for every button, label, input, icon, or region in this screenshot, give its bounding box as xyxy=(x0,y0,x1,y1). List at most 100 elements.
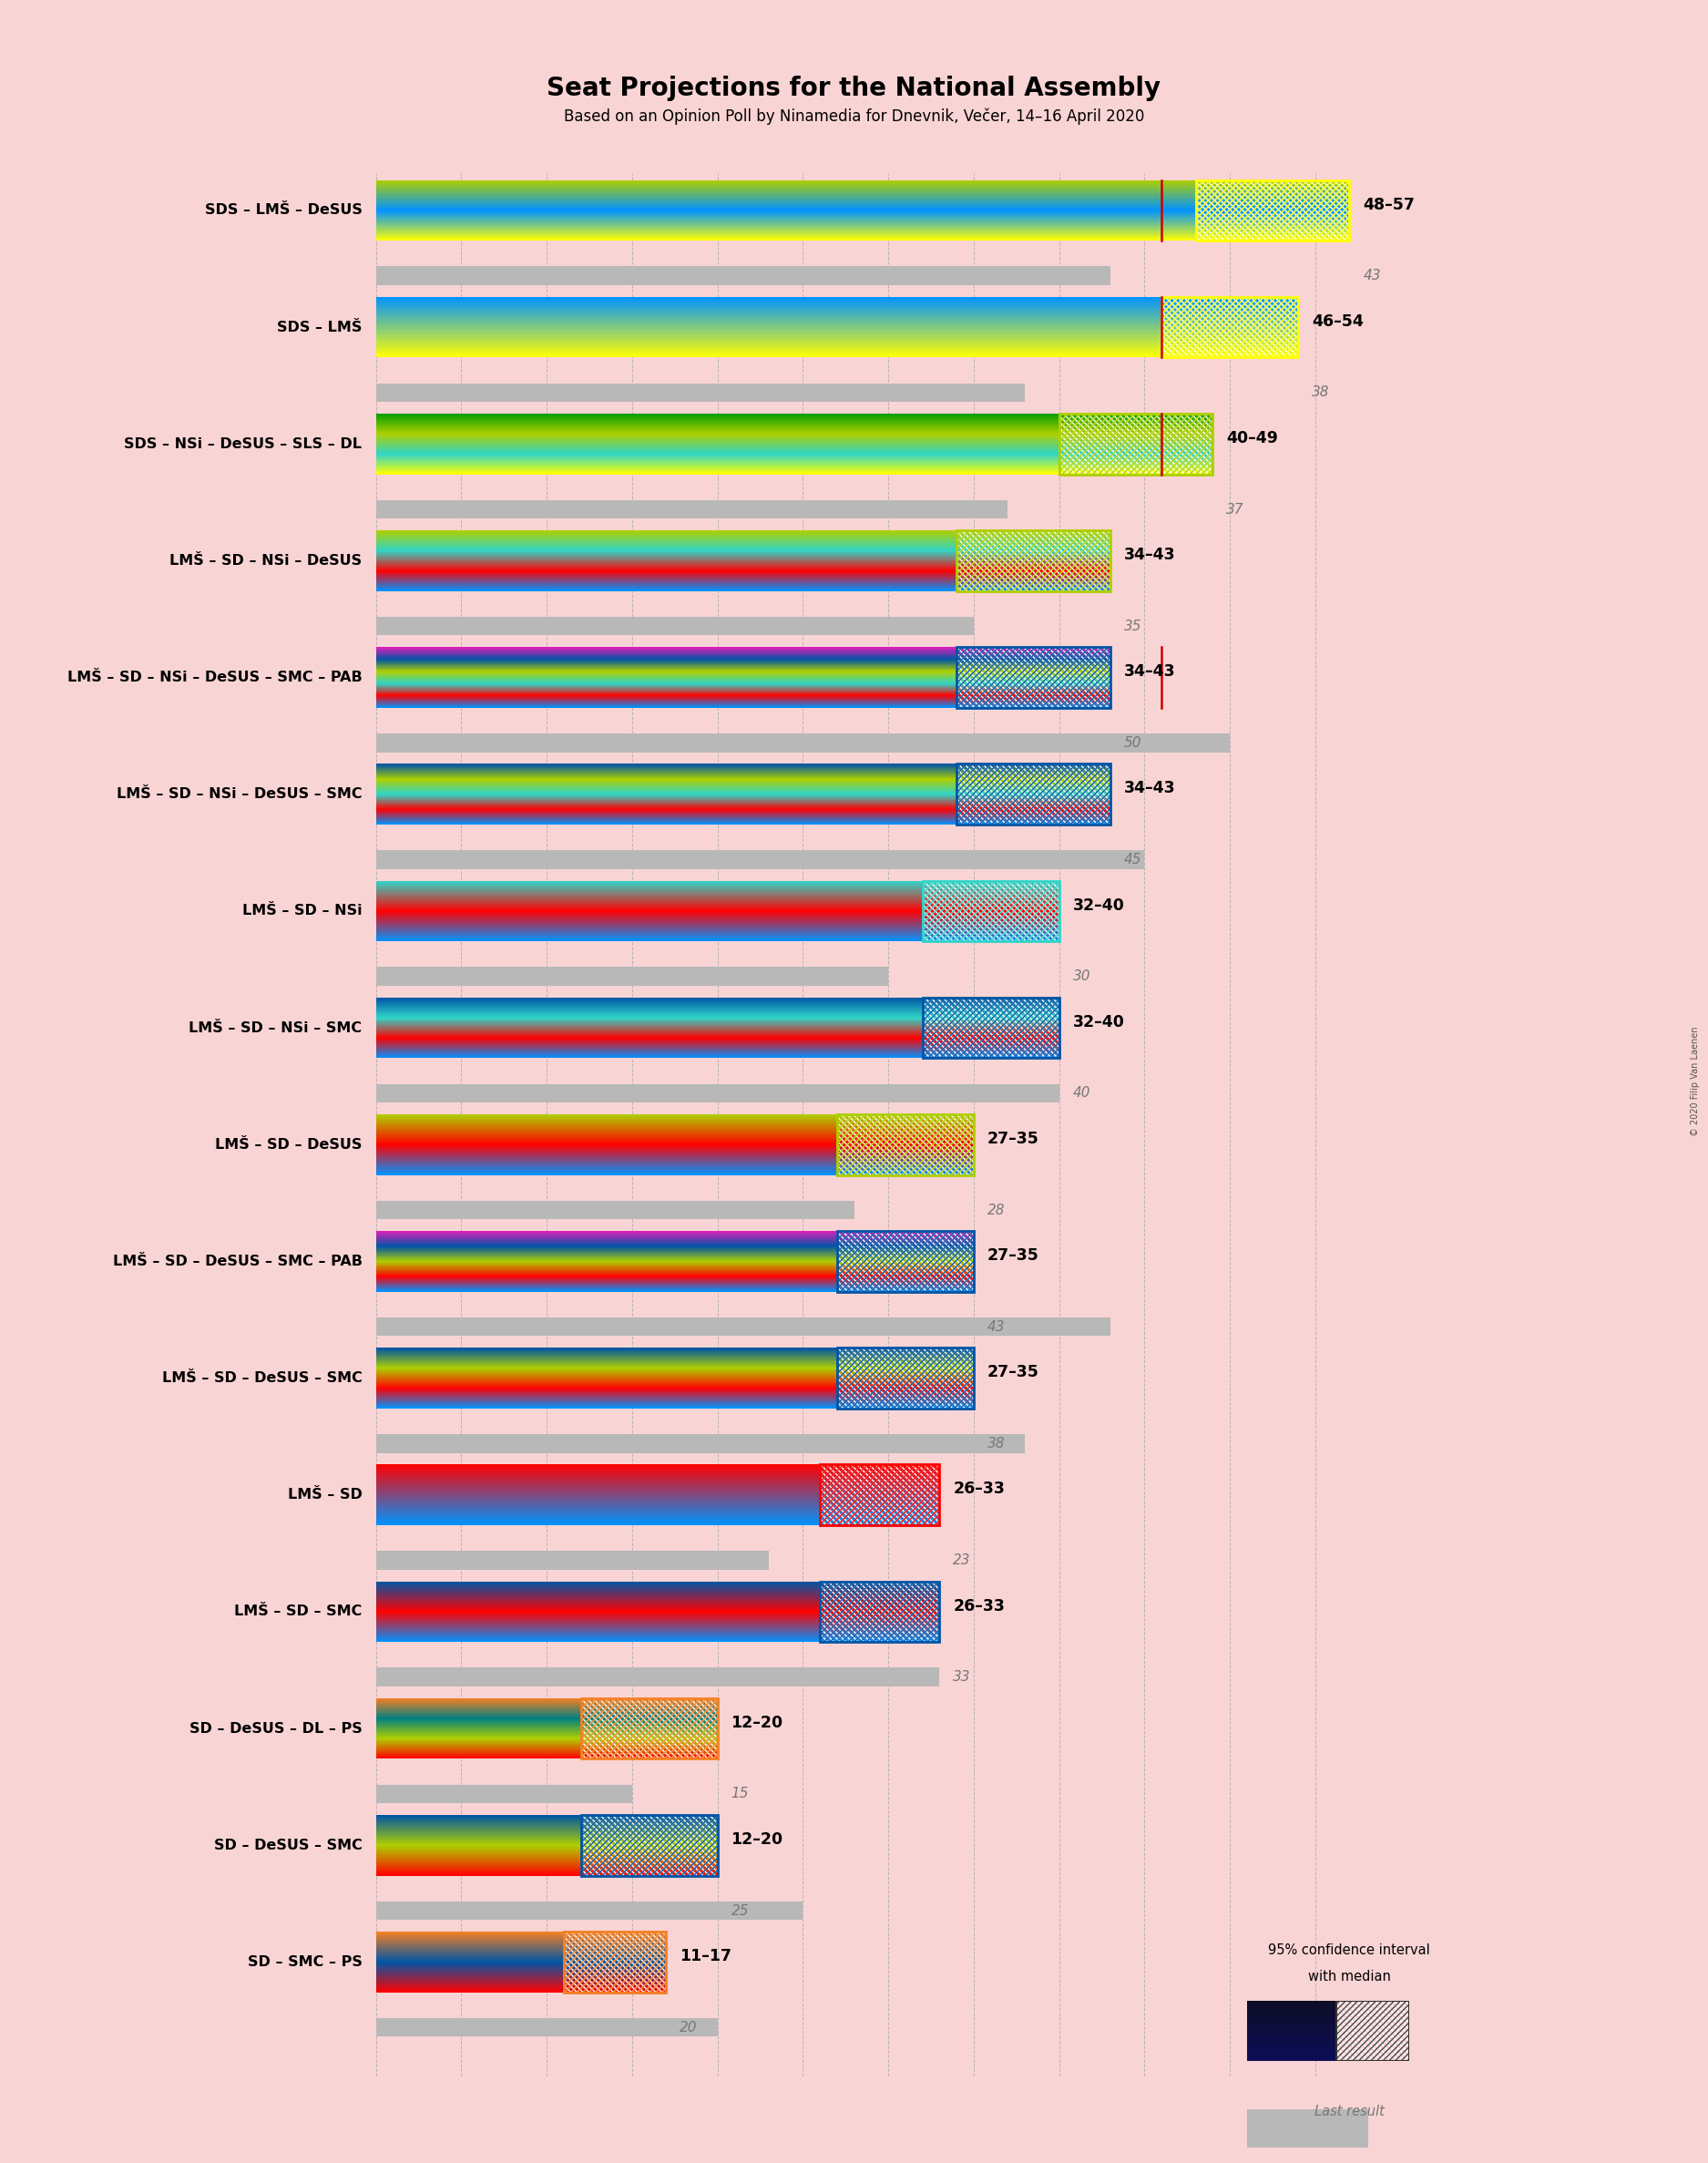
Bar xyxy=(922,880,1059,941)
Bar xyxy=(922,997,1059,1058)
Bar xyxy=(956,647,1110,707)
Text: 34–43: 34–43 xyxy=(1124,664,1175,679)
Text: SD – DeSUS – DL – PS: SD – DeSUS – DL – PS xyxy=(190,1722,362,1735)
Bar xyxy=(1059,413,1213,474)
Bar xyxy=(837,1114,974,1175)
Bar xyxy=(376,1551,769,1570)
Bar xyxy=(1161,296,1298,357)
Bar xyxy=(376,850,1144,870)
Text: SD – DeSUS – SMC: SD – DeSUS – SMC xyxy=(214,1839,362,1852)
Text: LMŠ – SD – DeSUS – SMC: LMŠ – SD – DeSUS – SMC xyxy=(162,1371,362,1384)
Bar xyxy=(376,967,888,986)
Text: 26–33: 26–33 xyxy=(953,1598,1004,1614)
Text: 27–35: 27–35 xyxy=(987,1131,1038,1146)
Text: 12–20: 12–20 xyxy=(731,1832,782,1847)
Text: 45: 45 xyxy=(1124,852,1141,867)
Text: Seat Projections for the National Assembly: Seat Projections for the National Assemb… xyxy=(547,76,1161,102)
Text: 26–33: 26–33 xyxy=(953,1482,1004,1497)
Text: LMŠ – SD – DeSUS – SMC – PAB: LMŠ – SD – DeSUS – SMC – PAB xyxy=(113,1255,362,1268)
Bar xyxy=(581,1698,717,1759)
Bar xyxy=(376,266,1110,286)
Bar xyxy=(1161,296,1298,357)
Text: 25: 25 xyxy=(731,1903,748,1916)
Bar xyxy=(837,1231,974,1291)
Bar xyxy=(922,997,1059,1058)
Text: 40–49: 40–49 xyxy=(1226,430,1278,446)
Bar xyxy=(956,764,1110,824)
Bar xyxy=(376,1784,632,1804)
Bar xyxy=(837,1114,974,1175)
Text: 50: 50 xyxy=(1124,735,1141,751)
Text: 11–17: 11–17 xyxy=(680,1949,731,1964)
Text: SD – SMC – PS: SD – SMC – PS xyxy=(248,1955,362,1968)
Text: 28: 28 xyxy=(987,1203,1004,1218)
Bar xyxy=(837,1348,974,1408)
Text: SDS – LMŠ – DeSUS: SDS – LMŠ – DeSUS xyxy=(205,203,362,216)
Bar xyxy=(376,383,1025,402)
Bar xyxy=(376,2018,717,2038)
Text: 40: 40 xyxy=(1073,1086,1090,1101)
Bar xyxy=(581,1815,717,1875)
Text: 95% confidence interval: 95% confidence interval xyxy=(1269,1945,1430,1958)
Text: LMŠ – SD: LMŠ – SD xyxy=(287,1488,362,1501)
Bar xyxy=(956,530,1110,590)
Bar xyxy=(376,1200,854,1220)
Text: 23: 23 xyxy=(953,1553,970,1568)
Text: LMŠ – SD – NSi – DeSUS – SMC – PAB: LMŠ – SD – NSi – DeSUS – SMC – PAB xyxy=(67,671,362,684)
Bar xyxy=(1196,180,1349,240)
Bar xyxy=(956,647,1110,707)
Text: 35: 35 xyxy=(1124,619,1141,634)
Bar xyxy=(956,530,1110,590)
Bar xyxy=(376,1317,1110,1337)
Bar xyxy=(376,616,974,636)
Text: 34–43: 34–43 xyxy=(1124,781,1175,796)
Bar xyxy=(564,1932,666,1992)
Bar xyxy=(820,1581,939,1642)
Bar xyxy=(956,764,1110,824)
Bar xyxy=(581,1815,717,1875)
Text: 27–35: 27–35 xyxy=(987,1248,1038,1263)
Text: 48–57: 48–57 xyxy=(1363,197,1414,212)
Bar xyxy=(1247,2109,1368,2148)
Bar xyxy=(820,1581,939,1642)
Bar xyxy=(581,1698,717,1759)
Text: LMŠ – SD – NSi – DeSUS: LMŠ – SD – NSi – DeSUS xyxy=(169,554,362,567)
Bar xyxy=(837,1231,974,1291)
Bar xyxy=(564,1932,666,1992)
Bar xyxy=(820,1464,939,1525)
Bar xyxy=(956,530,1110,590)
Text: 30: 30 xyxy=(1073,969,1090,984)
Bar xyxy=(922,997,1059,1058)
Bar xyxy=(837,1348,974,1408)
Text: 27–35: 27–35 xyxy=(987,1365,1038,1380)
Bar xyxy=(1196,180,1349,240)
Text: Based on an Opinion Poll by Ninamedia for Dnevnik, Večer, 14–16 April 2020: Based on an Opinion Poll by Ninamedia fo… xyxy=(564,108,1144,125)
Text: Last result: Last result xyxy=(1315,2105,1383,2118)
Bar xyxy=(1161,296,1298,357)
Bar xyxy=(956,647,1110,707)
Text: SDS – NSi – DeSUS – SLS – DL: SDS – NSi – DeSUS – SLS – DL xyxy=(125,437,362,450)
Text: 43: 43 xyxy=(1363,268,1380,283)
Text: 37: 37 xyxy=(1226,502,1243,517)
Bar xyxy=(376,500,1008,519)
Text: 32–40: 32–40 xyxy=(1073,898,1124,913)
Text: 38: 38 xyxy=(987,1436,1004,1451)
Bar xyxy=(1336,2001,1409,2061)
Bar xyxy=(376,733,1230,753)
Text: 32–40: 32–40 xyxy=(1073,1014,1124,1030)
Bar xyxy=(564,1932,666,1992)
Text: © 2020 Filip Van Laenen: © 2020 Filip Van Laenen xyxy=(1691,1027,1699,1136)
Bar xyxy=(922,880,1059,941)
Bar xyxy=(376,1434,1025,1454)
Bar xyxy=(820,1464,939,1525)
Bar xyxy=(837,1348,974,1408)
Text: 33: 33 xyxy=(953,1670,970,1685)
Bar xyxy=(1336,2001,1409,2061)
Bar xyxy=(922,880,1059,941)
Bar xyxy=(376,1084,1059,1103)
Text: 20: 20 xyxy=(680,2020,697,2033)
Text: SDS – LMŠ: SDS – LMŠ xyxy=(277,320,362,333)
Text: with median: with median xyxy=(1308,1970,1390,1983)
Text: 34–43: 34–43 xyxy=(1124,547,1175,562)
Text: LMŠ – SD – NSi: LMŠ – SD – NSi xyxy=(243,904,362,917)
